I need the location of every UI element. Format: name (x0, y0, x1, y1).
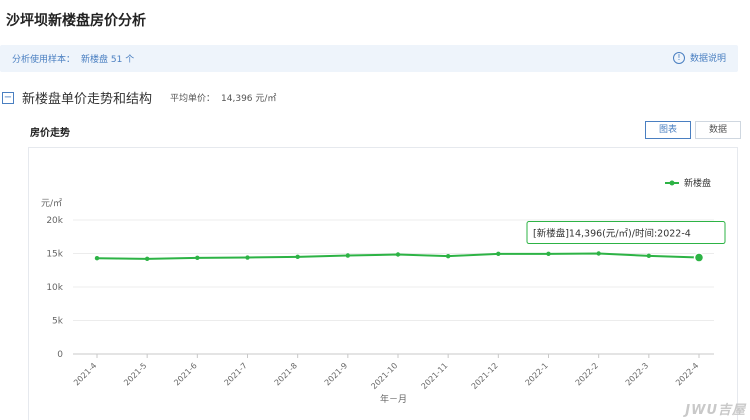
tab-data[interactable]: 数据 (695, 121, 741, 139)
x-tick-label: 2021-8 (273, 361, 299, 387)
data-point (94, 255, 100, 261)
watermark-logo: JWU吉屋 (685, 403, 746, 418)
data-point (245, 255, 250, 260)
y-tick-label: 15k (46, 250, 63, 260)
data-point (195, 255, 200, 261)
data-description-label: 数据说明 (689, 54, 726, 64)
data-description-link[interactable]: ! 数据说明 (672, 51, 726, 64)
x-tick-label: 2021-9 (323, 361, 349, 387)
y-tick-label: 5k (52, 317, 64, 327)
x-tick-label: 2021-4 (72, 361, 98, 387)
data-point (445, 253, 451, 259)
x-tick-label: 2022-3 (624, 361, 650, 387)
data-point (345, 253, 351, 258)
x-axis-label: 年－月 (380, 393, 407, 405)
sample-info: 分析使用样本： 新楼盘 51 个 (12, 52, 140, 65)
x-tick-label: 2022-2 (574, 361, 600, 387)
y-tick-label: 10k (46, 283, 63, 293)
legend-marker (669, 180, 675, 186)
data-point (646, 253, 652, 259)
section-header: − 新楼盘单价走势和结构 平均单价： 14,396 元/㎡ (2, 88, 276, 107)
info-circle-icon: ! (672, 51, 685, 64)
data-point (496, 251, 501, 257)
x-tick-label: 2021-6 (172, 361, 198, 387)
x-tick-label: 2022-1 (524, 361, 550, 387)
tab-chart[interactable]: 图表 (645, 121, 691, 139)
sample-info-bar: 分析使用样本： 新楼盘 51 个 ! 数据说明 (0, 45, 738, 72)
data-point (693, 252, 705, 263)
y-axis-label: 元/㎡ (41, 198, 62, 209)
tooltip-box (526, 221, 726, 245)
x-tick-label: 2021-7 (223, 361, 249, 387)
section-title: 新楼盘单价走势和结构 (22, 92, 153, 107)
data-point (295, 254, 300, 260)
sample-value: 新楼盘 51 个 (81, 55, 135, 65)
tooltip-text: [新楼盘]14,396(元/㎡)/时间:2022-4 (533, 228, 691, 240)
chart-container: 元/㎡ 0 5k 10k 15k 20k 2021-4 2021-5 2021-6 2021-7 2… (28, 147, 738, 420)
x-tick-label: 2021-11 (420, 361, 450, 391)
data-point (144, 256, 150, 262)
data-point (596, 251, 601, 256)
sample-label: 分析使用样本： (12, 55, 76, 65)
trend-title: 房价走势 (30, 128, 70, 139)
average-price-value: 14,396 元/㎡ (221, 94, 277, 104)
legend-label: 新楼盘 (684, 177, 711, 189)
y-tick-label: 20k (46, 216, 63, 226)
x-tick-label: 2021-10 (369, 361, 399, 391)
x-tick-label: 2021-12 (470, 361, 500, 391)
data-point (546, 251, 551, 257)
minus-square-icon[interactable]: − (2, 91, 14, 104)
x-tick-label: 2022-4 (674, 361, 700, 387)
view-tabs: 图表 数据 (645, 121, 741, 139)
page-title: 沙坪坝新楼盘房价分析 (6, 13, 146, 29)
price-trend-chart: 元/㎡ 0 5k 10k 15k 20k 2021-4 2021-5 2021-6 2021-7 2… (41, 177, 726, 405)
x-tick-label: 2021-5 (122, 361, 148, 387)
data-point (395, 252, 401, 257)
average-price-label: 平均单价： (170, 94, 216, 104)
y-tick-label: 0 (57, 350, 63, 360)
